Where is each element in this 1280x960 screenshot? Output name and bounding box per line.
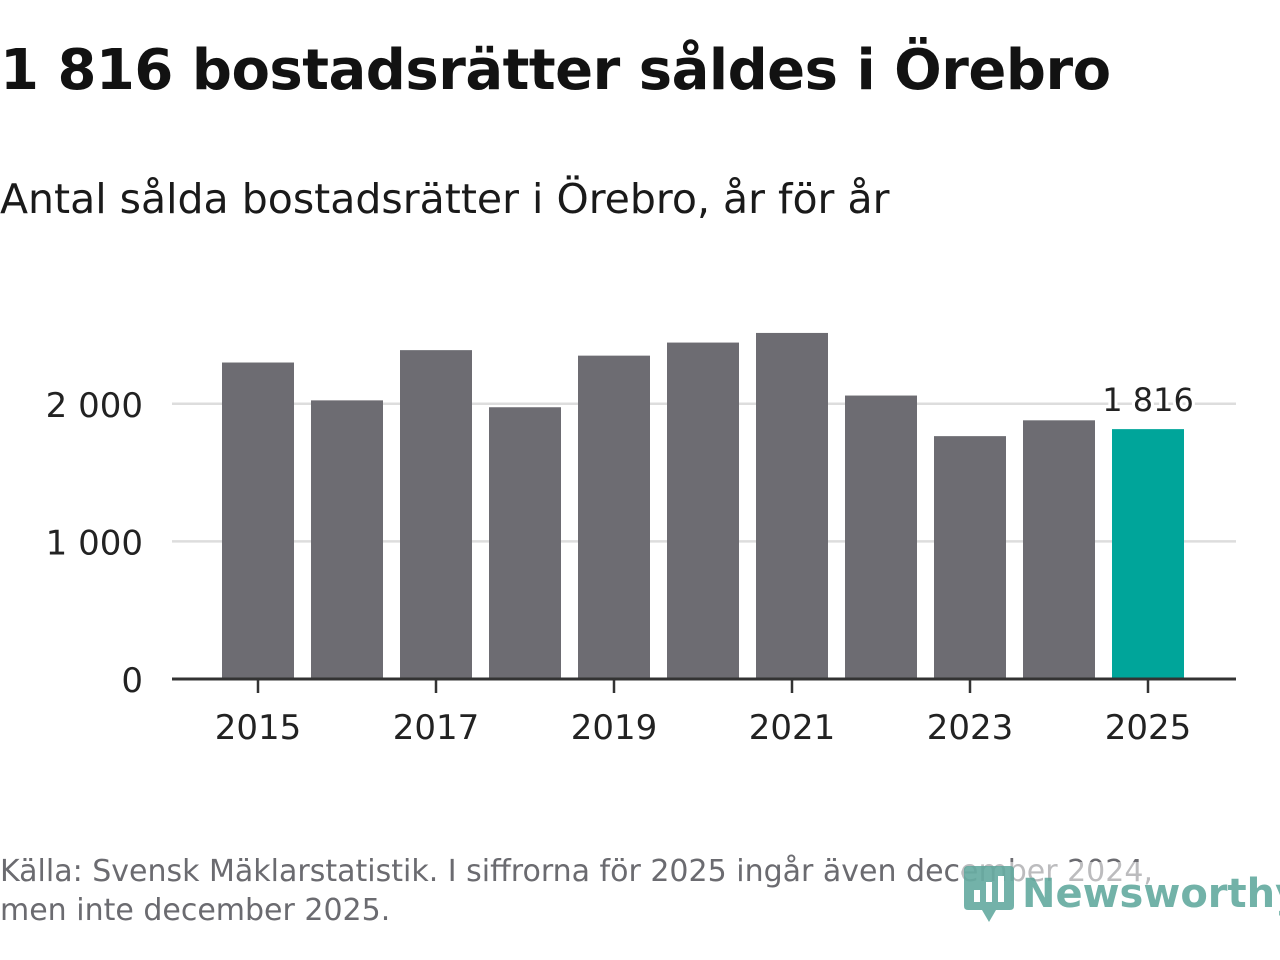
bar-2015 — [222, 362, 294, 679]
bar-2021 — [756, 332, 828, 679]
x-tick-label: 2025 — [1105, 708, 1192, 748]
x-tick-label: 2017 — [393, 708, 480, 748]
x-tick-label: 2019 — [571, 708, 658, 748]
x-tick-label: 2023 — [927, 708, 1014, 748]
data-label: 1 816 — [1102, 381, 1194, 419]
bar-2024 — [1023, 420, 1095, 679]
y-tick-label: 1 000 — [46, 523, 143, 563]
bar-2020 — [667, 342, 739, 679]
x-tick-label: 2021 — [749, 708, 836, 748]
bar-2022 — [845, 395, 917, 679]
newsworthy-logo-text: Newsworthy — [1022, 871, 1280, 917]
chart-title: 1 816 bostadsrätter såldes i Örebro — [0, 38, 1111, 103]
bar-2018 — [489, 407, 561, 679]
bar-2016 — [311, 400, 383, 679]
bar-2019 — [578, 355, 650, 679]
newsworthy-logo-icon — [964, 866, 1014, 922]
y-tick-label: 0 — [121, 661, 143, 701]
bar-2025 — [1112, 429, 1184, 679]
bar-2023 — [934, 436, 1006, 679]
chart-subtitle: Antal sålda bostadsrätter i Örebro, år f… — [0, 175, 890, 223]
bar-chart: 0 1 000 2 000 2015 2017 2019 2021 2023 2025 1 816 — [46, 332, 1236, 748]
x-tick-label: 2015 — [215, 708, 302, 748]
y-tick-label: 2 000 — [46, 386, 143, 426]
bar-2017 — [400, 350, 472, 679]
source-note: Källa: Svensk Mäklarstatistik. I siffror… — [0, 854, 1153, 928]
newsworthy-logo[interactable]: Newsworthy — [962, 862, 1280, 926]
